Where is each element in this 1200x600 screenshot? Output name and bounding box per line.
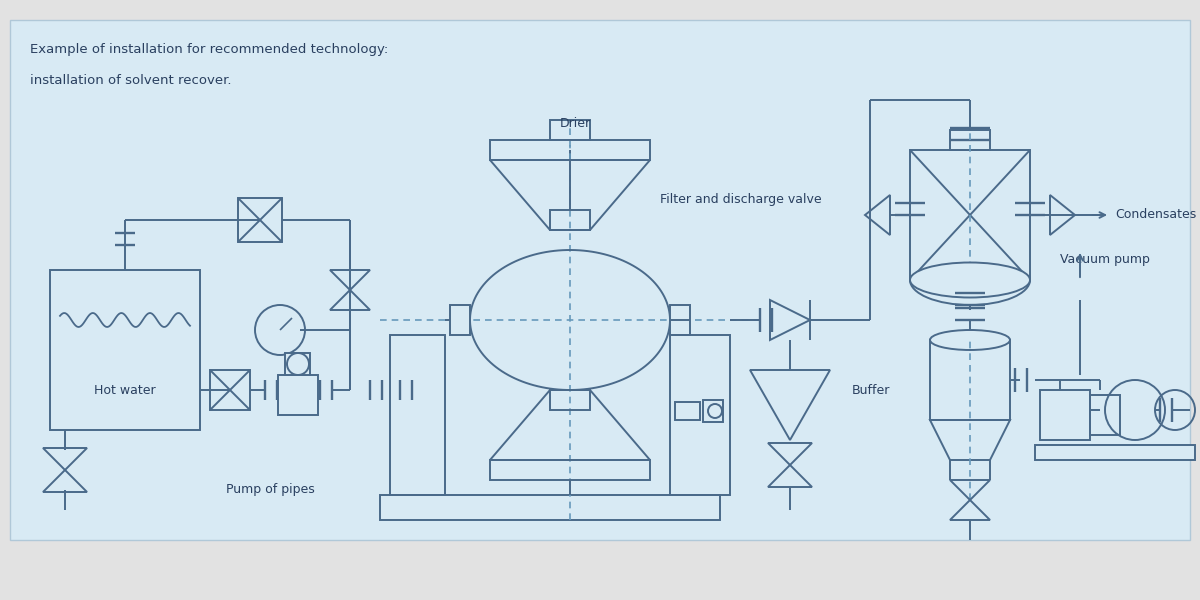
Bar — [210, 370, 250, 410]
Bar — [930, 340, 1010, 420]
Bar — [550, 210, 590, 230]
Text: Filter and discharge valve: Filter and discharge valve — [660, 193, 822, 206]
Bar — [674, 402, 700, 420]
Bar — [950, 130, 990, 150]
Bar — [1040, 390, 1090, 440]
Bar — [910, 150, 1030, 280]
Bar — [450, 305, 470, 335]
Bar — [490, 460, 650, 480]
Bar — [10, 20, 1190, 540]
Bar — [390, 335, 445, 495]
Text: Buffer: Buffer — [852, 383, 890, 397]
Text: Pump of pipes: Pump of pipes — [226, 484, 314, 497]
Ellipse shape — [910, 263, 1030, 298]
Text: Vacuum pump: Vacuum pump — [1060, 253, 1150, 266]
Bar — [50, 270, 200, 430]
Bar — [1090, 395, 1120, 435]
Text: Hot water: Hot water — [94, 383, 156, 397]
Bar — [278, 375, 318, 415]
Bar — [670, 335, 730, 495]
Ellipse shape — [930, 330, 1010, 350]
Text: Example of installation for recommended technology:: Example of installation for recommended … — [30, 43, 389, 56]
Bar — [703, 400, 722, 422]
Bar — [550, 390, 590, 410]
Text: Condensates: Condensates — [1115, 208, 1196, 221]
Bar — [1034, 445, 1195, 460]
Text: installation of solvent recover.: installation of solvent recover. — [30, 73, 232, 86]
Bar — [670, 305, 690, 335]
Text: Drier: Drier — [559, 117, 590, 130]
Bar — [490, 140, 650, 160]
Bar — [286, 353, 310, 375]
Bar — [10, 20, 1190, 540]
Bar — [550, 120, 590, 140]
Bar — [238, 198, 282, 242]
Bar — [380, 495, 720, 520]
